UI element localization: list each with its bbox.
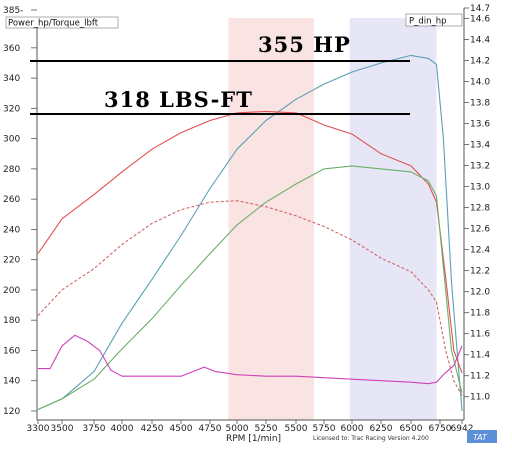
series-line-2 xyxy=(37,165,463,411)
tat-logo xyxy=(467,430,497,443)
left-tick-label-7: 240 xyxy=(3,225,20,235)
shaded-band-1 xyxy=(349,18,437,420)
x-tick-label-8: 5250 xyxy=(255,424,278,434)
right-tick-label-10: 12.8 xyxy=(470,204,490,214)
left-tick-label-12: 140 xyxy=(3,377,20,387)
x-tick-label-12: 6250 xyxy=(370,424,393,434)
x-tick-label-14: 6750 xyxy=(429,424,452,434)
series-line-1 xyxy=(37,110,463,374)
right-tick-label-9: 13.0 xyxy=(470,183,490,193)
right-tick-label-6: 13.6 xyxy=(470,120,490,130)
x-tick-label-11: 6000 xyxy=(341,424,364,434)
series-group xyxy=(37,54,463,412)
right-tick-label-14: 12.0 xyxy=(470,288,490,298)
left-tick-label-4: 300 xyxy=(3,135,20,145)
right-tick-label-3: 14.2 xyxy=(470,57,490,67)
shaded-band-0 xyxy=(228,18,314,420)
x-tick-label-0: 3300 xyxy=(27,424,50,434)
x-tick-label-6: 4750 xyxy=(199,424,222,434)
x-axis-label: RPM [1/min] xyxy=(226,434,281,444)
left-axis-title: Power_hp/Torque_lbft xyxy=(8,19,99,29)
x-tick-label-15: 6942 xyxy=(451,424,474,434)
series-line-3 xyxy=(37,200,463,397)
right-tick-label-7: 13.4 xyxy=(470,141,490,151)
right-tick-label-13: 12.2 xyxy=(470,267,490,277)
right-tick-label-16: 11.6 xyxy=(470,330,490,340)
left-tick-label-9: 200 xyxy=(3,286,20,296)
right-tick-label-5: 13.8 xyxy=(470,99,490,109)
left-tick-label-10: 180 xyxy=(3,316,20,326)
left-tick-label-6: 260 xyxy=(3,195,20,205)
x-tick-label-9: 5500 xyxy=(285,424,308,434)
shaded-bands xyxy=(228,18,437,420)
right-tick-label-17: 11.4 xyxy=(470,351,490,361)
right-tick-label-0: 14.7 xyxy=(470,4,490,14)
right-tick-label-12: 12.4 xyxy=(470,246,490,256)
left-tick-label-5: 280 xyxy=(3,165,20,175)
right-tick-label-4: 14.0 xyxy=(470,78,490,88)
right-tick-label-1: 14.6 xyxy=(470,15,490,25)
right-axis-title-box xyxy=(405,13,463,27)
series-line-4 xyxy=(38,334,463,385)
x-tick-label-1: 3500 xyxy=(51,424,74,434)
x-tick-label-13: 6500 xyxy=(400,424,423,434)
left-tick-label-3: 320 xyxy=(3,104,20,114)
x-tick-label-10: 5750 xyxy=(313,424,336,434)
left-axis: 385- 360 340 320 300 280 260 240 220 200 180 160 140… xyxy=(3,6,37,417)
x-tick-label-7: 5000 xyxy=(226,424,249,434)
credit-text: Licensed to: Trac Racing Version 4.200 xyxy=(313,435,429,442)
left-axis-title-box xyxy=(5,16,119,29)
left-tick-label-11: 160 xyxy=(3,346,20,356)
right-tick-label-8: 13.2 xyxy=(470,162,490,172)
series-line-0 xyxy=(37,54,463,412)
right-tick-label-19: 11.0 xyxy=(470,393,490,403)
right-tick-label-18: 11.2 xyxy=(470,372,490,382)
x-tick-label-3: 4000 xyxy=(111,424,134,434)
left-tick-label-2: 340 xyxy=(3,74,20,84)
peak-torque-annotation: 318 LBS-FT xyxy=(104,87,253,112)
right-tick-label-15: 11.8 xyxy=(470,309,490,319)
left-tick-label-0: 385- xyxy=(3,6,23,16)
x-tick-label-4: 4250 xyxy=(141,424,164,434)
left-tick-label-1: 360 xyxy=(3,44,20,54)
x-tick-label-2: 3750 xyxy=(83,424,106,434)
x-tick-label-5: 4500 xyxy=(170,424,193,434)
right-tick-label-11: 12.6 xyxy=(470,225,490,235)
right-axis-title: P_din_hp xyxy=(409,17,447,27)
x-axis: 3300 3500 3750 4000 4250 4500 4750 5000 5250 5500… xyxy=(27,420,474,434)
tat-logo-text: TAT xyxy=(473,433,488,442)
right-tick-label-2: 14.4 xyxy=(470,36,490,46)
right-axis: 14.714.6 14.4 14.2 14.0 13.8 13.6 13.4 13.2 13.0… xyxy=(464,4,490,403)
left-tick-label-13: 120 xyxy=(3,407,20,417)
peak-hp-annotation: 355 HP xyxy=(258,32,351,57)
left-tick-label-8: 220 xyxy=(3,256,20,266)
